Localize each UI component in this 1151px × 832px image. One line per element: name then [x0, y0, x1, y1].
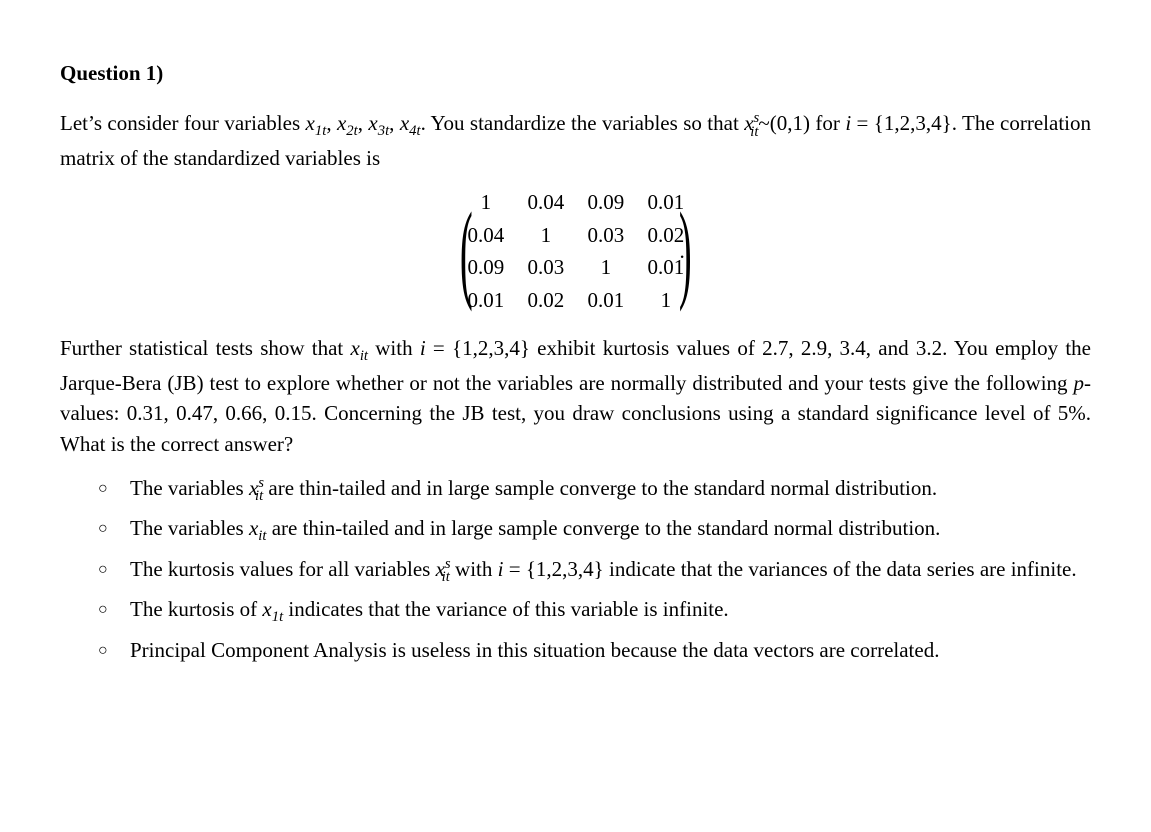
matrix-cell: 1 [587, 252, 625, 282]
correlation-matrix: ( 10.040.090.010.0410.030.020.090.0310.0… [60, 187, 1091, 315]
option-text: The kurtosis values for all variables xs… [130, 554, 1091, 589]
matrix-cell: 0.02 [527, 285, 565, 315]
option-text: The kurtosis of x1t indicates that the v… [130, 594, 1091, 629]
page: Question 1) Let’s consider four variable… [0, 0, 1151, 711]
question-heading: Question 1) [60, 58, 1091, 88]
answer-option: ○The kurtosis values for all variables x… [98, 554, 1091, 589]
answer-option: ○Principal Component Analysis is useless… [98, 635, 1091, 665]
option-bullet-icon: ○ [98, 513, 130, 540]
answer-option: ○The kurtosis of x1t indicates that the … [98, 594, 1091, 629]
matrix-cell: 0.03 [527, 252, 565, 282]
option-text: The variables xit are thin-tailed and in… [130, 513, 1091, 548]
matrix-grid: 10.040.090.010.0410.030.020.090.0310.010… [467, 187, 685, 315]
body-paragraph: Further statistical tests show that xit … [60, 333, 1091, 459]
option-text: Principal Component Analysis is useless … [130, 635, 1091, 665]
option-bullet-icon: ○ [98, 594, 130, 621]
matrix-cell: 1 [527, 220, 565, 250]
matrix-cell: 0.01 [587, 285, 625, 315]
matrix-cell: 0.09 [587, 187, 625, 217]
right-paren-icon: ) [679, 202, 692, 301]
option-text: The variables xsit are thin-tailed and i… [130, 473, 1091, 508]
left-paren-icon: ( [460, 202, 473, 301]
answer-options: ○The variables xsit are thin-tailed and … [60, 473, 1091, 665]
intro-paragraph: Let’s consider four variables x1t, x2t, … [60, 108, 1091, 173]
option-bullet-icon: ○ [98, 635, 130, 662]
matrix-cell: 0.04 [527, 187, 565, 217]
answer-option: ○The variables xsit are thin-tailed and … [98, 473, 1091, 508]
option-bullet-icon: ○ [98, 473, 130, 500]
option-bullet-icon: ○ [98, 554, 130, 581]
matrix-cell: 0.03 [587, 220, 625, 250]
answer-option: ○The variables xit are thin-tailed and i… [98, 513, 1091, 548]
